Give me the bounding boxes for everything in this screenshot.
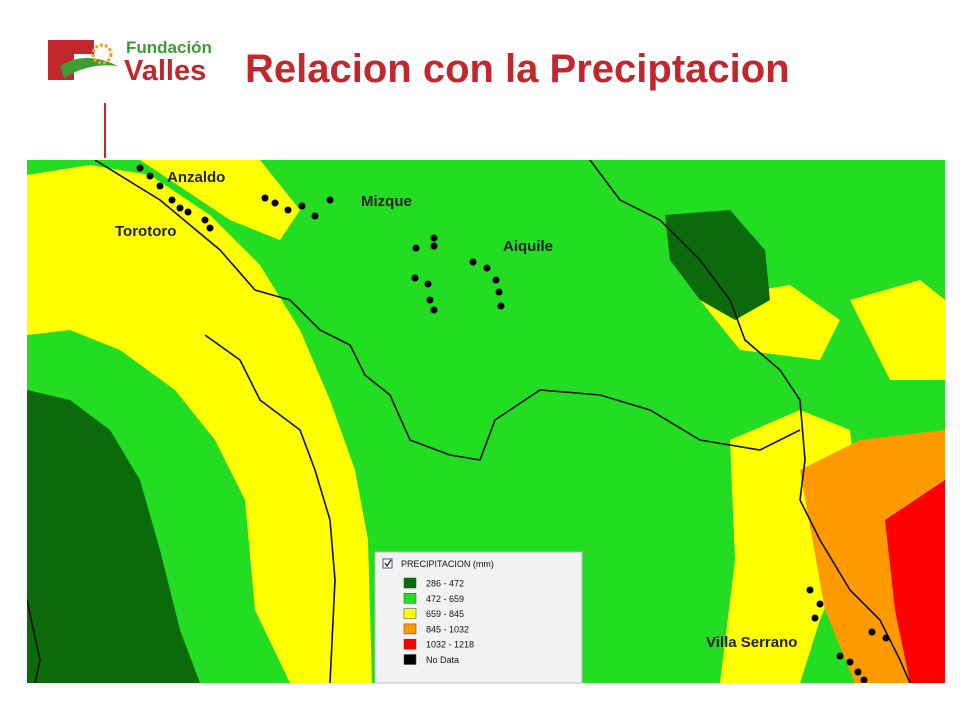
logo-block	[74, 40, 94, 54]
legend-swatch	[403, 638, 417, 650]
legend-swatch	[403, 608, 417, 619]
place-label: Torotoro	[115, 223, 176, 240]
legend-checkbox[interactable]	[382, 558, 393, 569]
legend-title: PRECIPITACION (mm)	[401, 559, 494, 569]
legend-label: 1032 - 1218	[426, 640, 474, 650]
boundary	[204, 334, 336, 683]
legend-swatch	[403, 577, 417, 589]
legend-label: 845 - 1032	[426, 624, 469, 634]
legend-label: 286 - 472	[426, 579, 464, 589]
zone-yellow	[850, 280, 945, 380]
legend: PRECIPITACION (mm) 286 - 472 472 - 659 659…	[374, 551, 583, 684]
place-label: Villa Serrano	[706, 634, 797, 651]
zone-dark-green	[27, 390, 200, 683]
place-label: Mizque	[361, 193, 412, 210]
legend-swatch	[403, 623, 417, 635]
logo-bottom: Valles	[124, 55, 206, 87]
slide-title: Relacion con la Preciptacion	[245, 47, 790, 91]
legend-swatch	[403, 654, 417, 665]
check-mark	[384, 559, 392, 568]
logo: Fundación Valles	[48, 38, 212, 87]
boundary	[94, 160, 801, 461]
sample-points	[136, 164, 890, 683]
boundary	[27, 599, 41, 683]
legend-label: 472 - 659	[426, 594, 464, 604]
legend-swatch	[403, 593, 417, 604]
legend-label: 659 - 845	[426, 609, 464, 619]
zone-dark-green	[665, 210, 770, 320]
zone-yellow	[140, 160, 300, 240]
zone-red	[885, 480, 945, 683]
logo-top: Fundación	[126, 38, 212, 57]
zone-yellow	[27, 165, 372, 683]
logo-sun	[91, 43, 113, 65]
place-label: Anzaldo	[167, 169, 225, 186]
boundary	[589, 160, 911, 683]
legend-label: No Data	[426, 655, 459, 665]
place-label: Aiquile	[503, 238, 553, 255]
